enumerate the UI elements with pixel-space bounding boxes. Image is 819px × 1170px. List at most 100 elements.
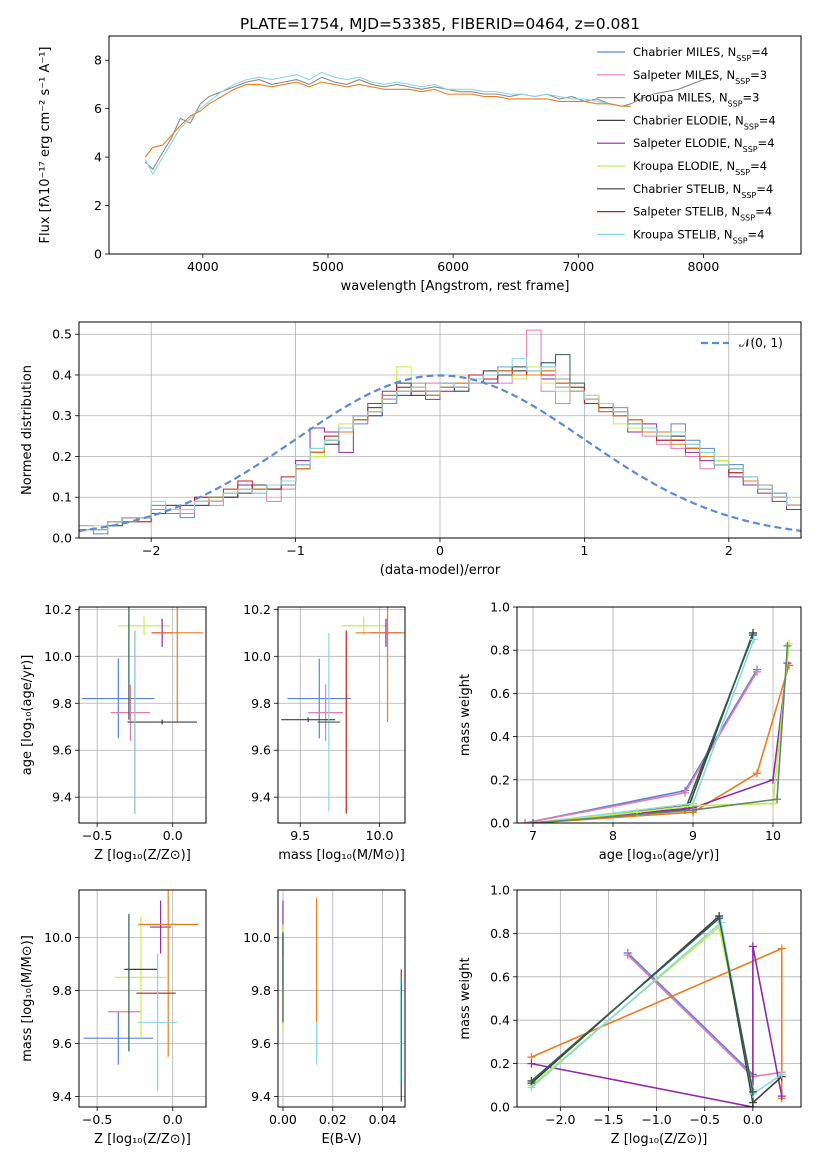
y-tick-label: 6 [94, 101, 102, 116]
errorbar-point [137, 890, 199, 1057]
y-tick-label: 9.8 [251, 696, 271, 711]
y-tick-label: 10.0 [243, 649, 271, 664]
y-tick-label: 0.6 [490, 686, 510, 701]
weight-line [531, 946, 783, 1107]
y-tick-label: 0.8 [490, 926, 510, 941]
weight-marker [527, 1076, 536, 1085]
weight-marker [749, 631, 757, 640]
x-tick-label: −1.0 [641, 1112, 671, 1127]
panel-age_vs_mass: 9.5 10.0 9.4 9.6 9.8 10.0 10.2 mass [log₁₀(M/M⊙… [243, 602, 406, 863]
x-tick-label: 8000 [687, 259, 719, 274]
errorbar-point [281, 717, 336, 723]
y-tick-label: 9.6 [251, 1036, 271, 1051]
errorbar-point [308, 684, 344, 741]
weight-marker [749, 635, 758, 644]
plot-area [527, 912, 786, 1107]
errorbar-point [118, 616, 170, 636]
weight-marker [753, 667, 761, 676]
x-tick-label: −0.5 [690, 1112, 720, 1127]
legend-label: 𝒩(0, 1) [739, 336, 783, 350]
errorbar-point [355, 607, 405, 723]
weight-marker [623, 951, 632, 960]
y-tick-label: 9.4 [251, 790, 271, 805]
errorbar-point [341, 616, 386, 636]
y-tick-label: 0.6 [490, 969, 510, 984]
weight-line [524, 669, 758, 823]
y-tick-label: 9.4 [251, 1089, 271, 1104]
legend-label: Chabrier ELODIE, NSSP=4 [633, 113, 776, 130]
y-axis-label: mass weight [458, 957, 473, 1039]
x-axis-label: Z [log₁₀(Z/Z⊙)] [611, 1132, 708, 1147]
x-tick-label: 0.0 [163, 828, 183, 843]
y-tick-label: 0.2 [490, 772, 510, 787]
panel-spectrum: 4000 5000 6000 7000 8000 0 2 4 6 8 wavelength [Ang… [38, 35, 802, 294]
y-tick-label: 8 [94, 53, 102, 68]
weight-marker [783, 641, 792, 650]
y-tick-label: 10.0 [243, 930, 271, 945]
legend-label: Chabrier STELIB, NSSP=4 [633, 182, 773, 200]
x-axis-label: age [log₁₀(age/yr)] [599, 848, 720, 863]
axes-frame [516, 889, 802, 1108]
x-tick-label: −0.5 [82, 828, 112, 843]
plot-area [521, 628, 793, 823]
weight-marker [529, 819, 537, 823]
axes-frame [516, 606, 802, 824]
x-tick-label: 7000 [562, 259, 594, 274]
weight-marker [681, 788, 689, 797]
weight-marker [769, 799, 777, 808]
y-tick-label: 9.6 [251, 743, 271, 758]
x-tick-label: 6000 [437, 259, 469, 274]
weight-marker [753, 769, 761, 778]
figure-title: PLATE=1754, MJD=53385, FIBERID=0464, z=0… [240, 15, 640, 33]
y-tick-label: 0.2 [490, 1056, 510, 1071]
histogram-series [79, 358, 801, 531]
x-tick-label: 9 [689, 828, 697, 843]
x-tick-label: −1.5 [593, 1112, 623, 1127]
weight-line [532, 665, 790, 823]
y-tick-label: 2 [94, 198, 102, 213]
plot-area [82, 607, 203, 814]
x-tick-label: 10 [765, 828, 781, 843]
x-axis-label: Z [log₁₀(Z/Z⊙)] [94, 1132, 191, 1147]
x-axis-label: wavelength [Angstrom, rest frame] [341, 279, 570, 294]
y-axis-label: mass weight [458, 674, 473, 756]
y-tick-label: 0.0 [52, 531, 72, 546]
panel-residuals: −2 −1 0 1 2 0.0 0.1 0.2 0.3 0.4 0.5 (data-model)/er… [20, 321, 802, 578]
y-tick-label: 9.4 [52, 790, 72, 805]
x-axis-label: (data-model)/error [380, 563, 501, 578]
panel-mass_weight_vs_age: 7 8 9 10 0.0 0.2 0.4 0.6 0.8 1.0 age [log₁₀(age/yr… [458, 600, 802, 863]
errorbar-point [115, 916, 167, 1039]
legend-label: Salpeter ELODIE, NSSP=4 [633, 136, 775, 154]
x-tick-label: 8 [609, 828, 617, 843]
x-tick-label: 0.04 [369, 1112, 397, 1127]
x-tick-label: 2 [725, 543, 733, 558]
y-tick-label: 0.4 [490, 729, 510, 744]
weight-marker [777, 1070, 786, 1079]
spectrum-line [144, 71, 631, 176]
x-tick-label: 0.0 [163, 1112, 183, 1127]
y-tick-label: 4 [94, 150, 102, 165]
y-tick-label: 0.8 [490, 643, 510, 658]
y-tick-label: 0.1 [52, 490, 72, 505]
weight-line [530, 916, 754, 1092]
plot-area [83, 890, 199, 1092]
weight-marker [748, 1098, 757, 1107]
x-axis-label: mass [log₁₀(M/M⊙)] [278, 848, 405, 863]
legend-label: Kroupa MILES, NSSP=3 [633, 91, 759, 109]
y-tick-label: 9.6 [52, 1036, 72, 1051]
panel-mass_weight_vs_Z: −2.0 −1.5 −1.0 −0.5 0.0 0.0 0.2 0.4 0.6 0.8 1.0 Z [… [458, 883, 802, 1147]
x-tick-label: 0.02 [319, 1112, 347, 1127]
x-tick-label: −1 [286, 543, 304, 558]
weight-line [524, 671, 758, 823]
spectrum-line [144, 81, 631, 158]
axes-frame [78, 889, 207, 1108]
y-tick-label: 0.4 [52, 367, 72, 382]
y-tick-label: 0.4 [490, 1013, 510, 1028]
errorbar-point [137, 953, 178, 1092]
legend-label: Chabrier MILES, NSSP=4 [633, 45, 768, 63]
axes-frame [78, 606, 207, 824]
weight-line [532, 645, 789, 823]
x-tick-label: −0.5 [82, 1112, 112, 1127]
y-tick-label: 9.8 [251, 983, 271, 998]
